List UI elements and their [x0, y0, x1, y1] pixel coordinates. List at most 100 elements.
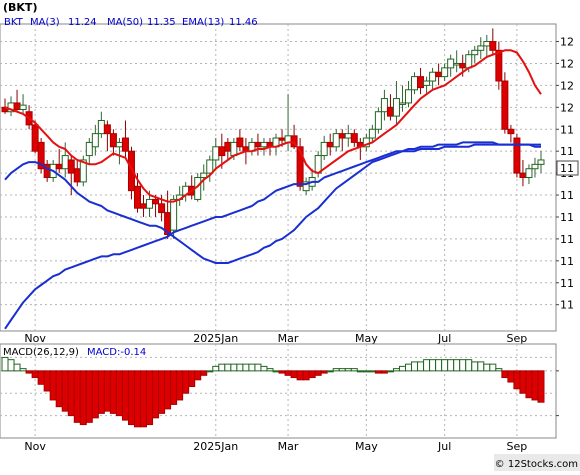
- macd-x-tick-label: Nov: [24, 440, 46, 453]
- macd-bar: [380, 370, 388, 374]
- macd-bar: [79, 370, 87, 426]
- candle-body: [483, 41, 491, 47]
- candle-body: [19, 104, 27, 111]
- macd-bar: [344, 368, 352, 372]
- macd-bar: [302, 370, 310, 381]
- macd-bar: [350, 368, 358, 372]
- macd-legend-label: MACD(26,12,9): [3, 347, 79, 358]
- macd-bar: [417, 361, 425, 372]
- price-y-tick-label: 11: [560, 145, 574, 158]
- macd-bar: [465, 359, 473, 372]
- candle-body: [67, 159, 75, 174]
- candle-body: [79, 159, 87, 183]
- candle-body: [453, 62, 461, 66]
- legend-ma3-value: 11.24: [68, 17, 97, 28]
- price-y-tick-label: 11: [560, 255, 574, 268]
- macd-bar: [483, 363, 491, 372]
- candle-body: [133, 185, 141, 209]
- candle-body: [91, 133, 99, 148]
- macd-bar: [13, 363, 21, 372]
- macd-bar: [398, 365, 406, 372]
- price-y-tick-label: 12: [560, 36, 574, 49]
- macd-bar: [531, 370, 539, 401]
- price-x-tick-label: Nov: [24, 332, 46, 345]
- candle-body: [296, 146, 304, 187]
- candle-body: [350, 133, 358, 143]
- macd-bar: [260, 365, 268, 372]
- macd-x-tick-label: Mar: [278, 440, 299, 453]
- macd-bar: [519, 370, 527, 394]
- macd-bar: [332, 368, 340, 372]
- macd-bar: [501, 370, 509, 379]
- candle-body: [531, 163, 539, 170]
- macd-x-tick-label: 2025Jan: [193, 440, 238, 453]
- macd-bar: [109, 370, 117, 414]
- candle-body: [380, 98, 388, 113]
- macd-bar: [212, 365, 220, 372]
- macd-bar: [392, 368, 400, 372]
- candle-body: [441, 67, 449, 78]
- watermark-background: [494, 454, 580, 471]
- candle-body: [55, 163, 63, 170]
- macd-bar: [308, 370, 316, 379]
- price-y-tick-label: 12: [560, 57, 574, 70]
- price-x-tick-label: May: [355, 332, 378, 345]
- macd-bar: [176, 370, 184, 401]
- macd-bar: [507, 370, 515, 383]
- candle-body: [447, 58, 455, 69]
- macd-bar: [471, 361, 479, 372]
- candle-body: [115, 141, 123, 148]
- macd-bar: [103, 370, 111, 412]
- macd-bar: [49, 370, 57, 401]
- price-x-tick-labels: Nov 2025Jan Mar May Jul Sep: [24, 332, 527, 345]
- candle-body: [477, 45, 485, 51]
- candle-body: [236, 137, 244, 148]
- macd-bar: [266, 368, 274, 372]
- macd-bar: [31, 370, 39, 379]
- candle-body: [218, 146, 226, 157]
- price-x-tick-label: Sep: [507, 332, 528, 345]
- candle-body: [398, 102, 406, 105]
- candle-body: [212, 146, 220, 161]
- macd-bar: [1, 356, 9, 372]
- candle-body: [127, 150, 135, 192]
- candle-body: [260, 141, 268, 148]
- candle-body: [170, 198, 178, 231]
- price-lines: [4, 49, 542, 330]
- macd-bar: [206, 370, 214, 373]
- price-y-tick-label: 11: [560, 211, 574, 224]
- candle-body: [224, 141, 232, 152]
- macd-bar: [61, 370, 69, 412]
- candle-body: [489, 41, 497, 51]
- candle-body: [121, 137, 129, 152]
- macd-bar: [405, 363, 413, 372]
- price-y-tick-label: 12: [560, 79, 574, 92]
- macd-bar: [200, 370, 208, 376]
- macd-y-tick-marks: [556, 370, 559, 417]
- macd-bars: [1, 356, 545, 428]
- macd-bar: [411, 361, 419, 372]
- candle-body: [206, 159, 214, 174]
- macd-x-tick-label: Jul: [437, 440, 451, 453]
- macd-bar: [429, 359, 437, 372]
- price-y-tick-label: 11: [560, 277, 574, 290]
- legend-ema13-value: 11.46: [229, 17, 258, 28]
- macd-bar: [218, 363, 226, 372]
- macd-bar: [356, 370, 364, 373]
- candle-body: [374, 111, 382, 130]
- candle-body: [411, 76, 419, 91]
- candle-body: [109, 133, 117, 148]
- macd-bar: [121, 370, 129, 421]
- legend-ma3-label: MA(3): [30, 17, 60, 28]
- macd-x-tick-label: May: [355, 440, 378, 453]
- macd-bar: [290, 370, 298, 379]
- candle-body: [140, 203, 148, 209]
- candle-body: [13, 102, 21, 111]
- macd-bar: [242, 363, 250, 372]
- candle-body: [146, 198, 154, 209]
- macd-bar: [236, 363, 244, 372]
- macd-bar: [133, 370, 141, 428]
- candle-body: [61, 155, 69, 170]
- watermark: © 12Stocks.com: [495, 459, 578, 470]
- macd-bar: [278, 370, 286, 374]
